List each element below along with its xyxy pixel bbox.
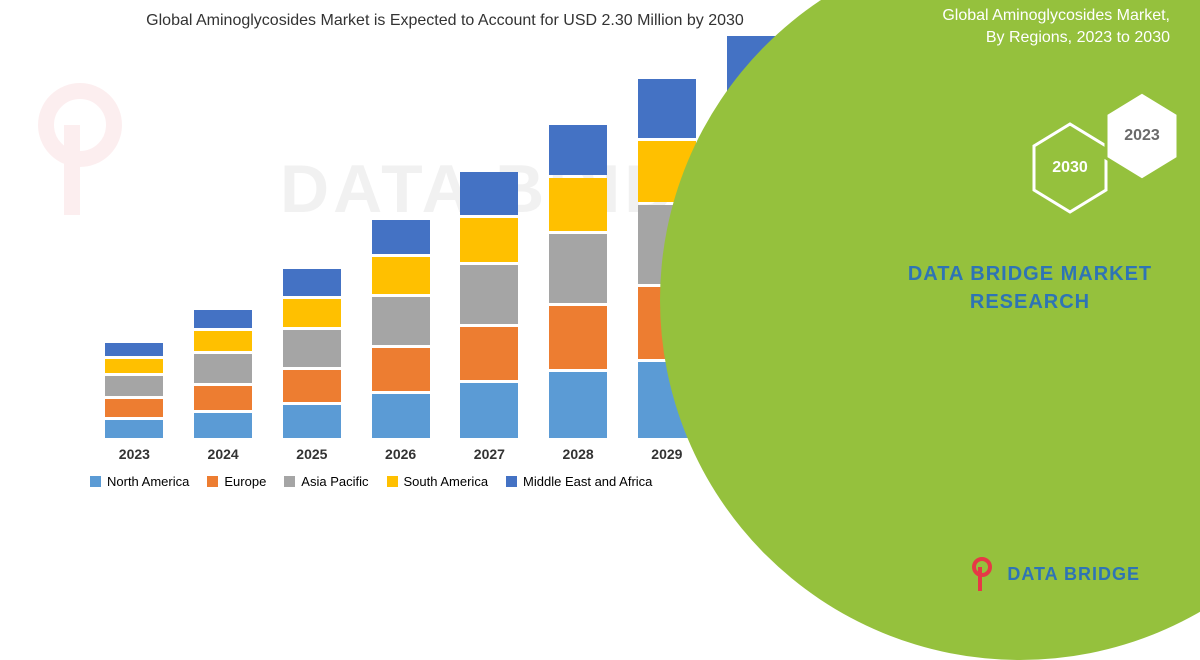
bar-group: 2028 [543, 122, 613, 463]
legend-label: Asia Pacific [301, 474, 368, 489]
bar-segment [194, 310, 252, 328]
bar-segment [194, 413, 252, 438]
footer-logo-text: DATA BRIDGE [1007, 564, 1140, 585]
bar-segment [460, 172, 518, 215]
hexagon-label: 2030 [1052, 159, 1088, 177]
chart-title: Global Aminoglycosides Market is Expecte… [80, 10, 810, 32]
bar-segment [372, 257, 430, 293]
bar-category-label: 2028 [563, 446, 594, 462]
legend-item: South America [387, 474, 489, 489]
legend-swatch [387, 476, 398, 487]
legend-item: Middle East and Africa [506, 474, 652, 489]
bar-segment [283, 370, 341, 402]
legend-item: North America [90, 474, 189, 489]
bar-stack [105, 340, 163, 438]
bar-segment [549, 234, 607, 303]
legend-item: Asia Pacific [284, 474, 368, 489]
bar-segment [105, 399, 163, 417]
right-title-line1: Global Aminoglycosides Market, [942, 7, 1170, 24]
footer-logo-icon [969, 556, 999, 592]
bar-category-label: 2024 [208, 446, 239, 462]
bar-category-label: 2026 [385, 446, 416, 462]
bar-segment [638, 79, 696, 138]
legend-item: Europe [207, 474, 266, 489]
right-title-line2: By Regions, 2023 to 2030 [986, 29, 1170, 46]
bar-group: 2023 [99, 340, 169, 462]
bar-segment [283, 405, 341, 438]
bar-segment [105, 359, 163, 373]
bar-segment [283, 299, 341, 327]
bar-segment [105, 376, 163, 396]
bar-segment [372, 220, 430, 254]
legend-swatch [207, 476, 218, 487]
bar-segment [460, 218, 518, 263]
bar-category-label: 2027 [474, 446, 505, 462]
hexagon-label: 2023 [1124, 127, 1160, 145]
bar-group: 2025 [277, 266, 347, 462]
footer-logo: DATA BRIDGE [969, 556, 1140, 592]
bar-segment [194, 354, 252, 382]
legend-label: North America [107, 474, 189, 489]
bar-segment [549, 306, 607, 369]
bar-segment [283, 330, 341, 366]
brand-line1: DATA BRIDGE MARKET [908, 263, 1152, 285]
bar-segment [460, 327, 518, 380]
right-panel: Global Aminoglycosides Market, By Region… [830, 0, 1200, 600]
right-panel-title: Global Aminoglycosides Market, By Region… [850, 5, 1170, 50]
bar-category-label: 2029 [651, 446, 682, 462]
hexagon: 2030 [1030, 122, 1110, 214]
bar-group: 2026 [366, 217, 436, 463]
legend-swatch [284, 476, 295, 487]
bar-category-label: 2023 [119, 446, 150, 462]
bar-stack [194, 307, 252, 438]
legend-label: South America [404, 474, 489, 489]
bar-segment [549, 178, 607, 231]
bar-category-label: 2025 [296, 446, 327, 462]
legend-swatch [506, 476, 517, 487]
bar-group: 2024 [188, 307, 258, 462]
bar-segment [460, 383, 518, 439]
bar-segment [105, 343, 163, 355]
brand-line2: RESEARCH [970, 291, 1090, 313]
bar-segment [549, 125, 607, 176]
bar-segment [105, 420, 163, 438]
legend-label: Europe [224, 474, 266, 489]
bar-segment [283, 269, 341, 295]
bar-group: 2027 [454, 169, 524, 462]
legend-label: Middle East and Africa [523, 474, 652, 489]
bar-segment [372, 348, 430, 391]
bar-segment [549, 372, 607, 439]
bar-stack [549, 122, 607, 439]
bar-stack [460, 169, 518, 438]
bar-segment [194, 386, 252, 410]
bar-segment [372, 394, 430, 439]
bar-stack [372, 217, 430, 439]
legend-swatch [90, 476, 101, 487]
bar-segment [194, 331, 252, 351]
hexagon: 2023 [1102, 90, 1182, 182]
brand-text: DATA BRIDGE MARKET RESEARCH [900, 260, 1160, 316]
bar-segment [460, 265, 518, 324]
bar-stack [283, 266, 341, 438]
bar-segment [372, 297, 430, 346]
